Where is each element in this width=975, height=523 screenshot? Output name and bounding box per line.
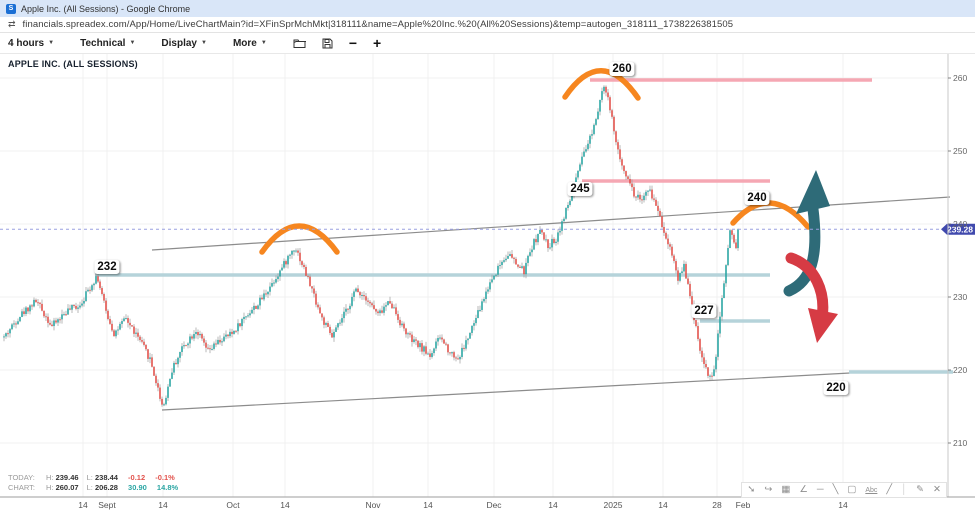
pointer-tool-icon[interactable]: ➘ [747,484,756,496]
today-stats-row: TODAY: H: 239.46 L: 238.44 -0.12 -0.1% [8,473,175,482]
open-chart-icon[interactable] [293,38,306,49]
x-axis-label: Feb [736,500,751,510]
chevron-down-icon: ▼ [48,40,55,46]
x-axis-label: 2025 [604,500,623,510]
x-axis-label: 14 [423,500,433,510]
chart-toolbar: 4 hours ▼ Technical ▼ Display ▼ More ▼ −… [0,33,975,54]
chart-high: 260.07 [55,483,79,492]
price-stats: TODAY: H: 239.46 L: 238.44 -0.12 -0.1% CH… [8,473,178,493]
x-axis-label: Dec [486,500,502,510]
x-axis-label: 14 [280,500,290,510]
y-axis-label: 240 [953,219,967,229]
current-price-badge: 239.28 [947,224,973,234]
brush-tool-icon[interactable]: ✎ [916,484,925,496]
y-axis-label: 250 [953,146,967,156]
zoom-in-button[interactable]: + [373,35,382,51]
chart-change-pct: 14.8% [156,483,179,492]
curve-tool-icon[interactable]: ↪ [764,484,773,496]
spreadex-favicon: S [6,3,16,14]
x-axis-label: 14 [158,500,168,510]
close-tools-icon[interactable]: ✕ [933,484,941,496]
today-high: 239.46 [55,473,79,482]
candlestick-chart: 239.28 260 250 240 230 220 210 14 Sept 14 Oct 14 Nov… [0,54,975,510]
x-axis-label: 28 [712,500,722,510]
chart-change: 30.90 [128,483,147,492]
trendline-tool-icon[interactable]: ╲ [832,484,839,496]
technical-menu[interactable]: Technical ▼ [80,37,136,49]
ray-tool-icon[interactable]: ╱ [886,484,893,496]
interval-dropdown[interactable]: 4 hours ▼ [8,37,55,49]
drawing-tools-panel: ➘ ↪ ▦ ∠ ─ ╲ ▢ Abc ╱ │ ✎ ✕ [741,482,947,498]
x-axis-label: 14 [658,500,668,510]
chevron-down-icon: ▼ [129,40,136,46]
chart-low: 206.28 [95,483,118,492]
x-axis-label: Sept [98,500,116,510]
chevron-down-icon: ▼ [260,40,267,46]
y-axis-label: 260 [953,73,967,83]
window-titlebar: S Apple Inc. (All Sessions) - Google Chr… [0,0,975,17]
url-text[interactable]: financials.spreadex.com/App/Home/LiveCha… [22,19,734,30]
level-label-240: 240 [744,191,770,205]
x-axis-label: Nov [365,500,381,510]
zoom-out-button[interactable]: − [348,35,357,51]
level-label-232: 232 [94,260,120,274]
window-title: Apple Inc. (All Sessions) - Google Chrom… [21,3,191,14]
chart-stats-row: CHART: H: 260.07 L: 206.28 30.90 14.8% [8,483,179,492]
fan-tool-icon[interactable]: ∠ [799,484,808,496]
x-axis-label: Oct [226,500,240,510]
y-axis-label: 210 [953,438,967,448]
chevron-down-icon: ▼ [201,40,207,46]
x-axis-label: 14 [548,500,558,510]
level-label-260: 260 [609,62,635,76]
site-info-icon[interactable]: ⇄ [8,19,16,29]
grid-tool-icon[interactable]: ▦ [781,484,791,496]
hline-tool-icon[interactable]: ─ [816,484,824,496]
today-change: -0.12 [128,473,146,482]
y-axis-label: 220 [953,365,967,375]
today-change-pct: -0.1% [155,473,175,482]
tools-divider: │ [901,484,908,496]
rect-tool-icon[interactable]: ▢ [847,484,857,496]
more-menu[interactable]: More ▼ [232,37,267,49]
y-axis-label: 230 [953,292,967,302]
save-chart-icon[interactable] [322,38,333,49]
browser-url-bar[interactable]: ⇄ financials.spreadex.com/App/Home/LiveC… [0,17,975,33]
chart-area[interactable]: 239.28 260 250 240 230 220 210 14 Sept 14 Oct 14 Nov… [0,54,975,523]
display-menu[interactable]: Display ▼ [161,37,207,49]
text-tool-icon[interactable]: Abc [865,486,878,494]
level-label-220: 220 [823,381,849,395]
x-axis-label: 14 [78,500,88,510]
x-axis-label: 14 [838,500,848,510]
chart-symbol-title: APPLE INC. (ALL SESSIONS) [8,59,138,69]
today-low: 238.44 [95,473,118,482]
level-label-245: 245 [567,182,593,196]
level-label-227: 227 [691,304,717,318]
